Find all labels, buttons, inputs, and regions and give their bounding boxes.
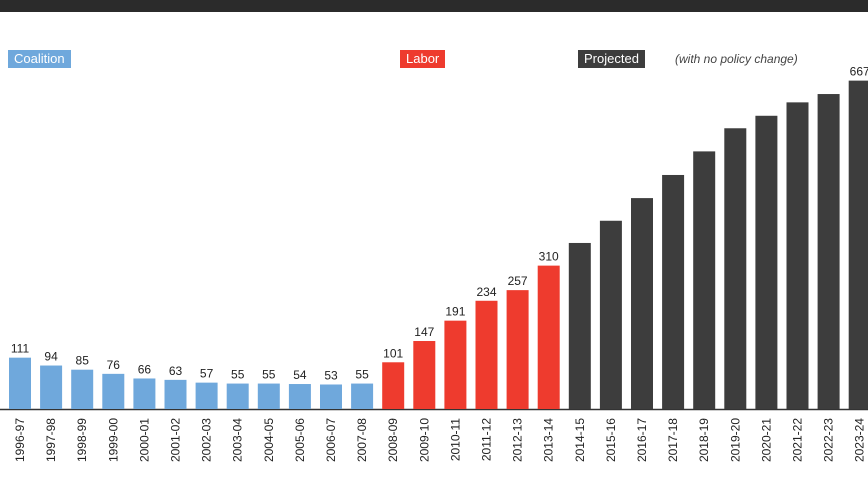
bar-2001-02 (164, 379, 187, 409)
bar-2006-07 (320, 384, 342, 409)
bar-1997-98 (40, 365, 63, 409)
bar-2010-11 (444, 320, 467, 409)
tick-label-2019-20: 2019-20 (728, 418, 742, 462)
bar-2014-15 (568, 242, 591, 409)
tick-label-2008-09: 2008-09 (386, 418, 400, 462)
legend-projected-note: (with no policy change) (675, 52, 798, 66)
data-label-2002-03: 57 (200, 367, 214, 381)
tick-label-2023-24: 2023-24 (853, 418, 867, 462)
tick-label-2015-16: 2015-16 (604, 418, 618, 462)
tick-label-2022-23: 2022-23 (822, 418, 836, 462)
data-label-1997-98: 94 (44, 350, 58, 364)
data-label-1996-97: 111 (11, 342, 30, 356)
tick-label-2016-17: 2016-17 (635, 418, 649, 462)
bar-2005-06 (288, 384, 311, 409)
top-bar (0, 0, 868, 12)
tick-label-2018-19: 2018-19 (697, 418, 711, 462)
data-label-2007-08: 55 (355, 368, 369, 382)
legend-labor: Labor (400, 50, 446, 68)
data-label-2004-05: 55 (262, 368, 276, 382)
bar-2007-08 (351, 383, 374, 409)
tick-label-2017-18: 2017-18 (666, 418, 680, 462)
tick-label-2004-05: 2004-05 (262, 418, 276, 462)
tick-label-2013-14: 2013-14 (542, 418, 556, 462)
tick-label-2011-12: 2011-12 (480, 418, 494, 461)
tick-label-2012-13: 2012-13 (511, 418, 525, 462)
data-label-2011-12: 234 (476, 285, 496, 299)
data-label-2000-01: 66 (138, 362, 152, 376)
bar-2013-14 (537, 265, 560, 409)
tick-label-2006-07: 2006-07 (324, 418, 338, 462)
tick-label-2002-03: 2002-03 (200, 418, 214, 462)
data-label-2023-24: 667 (850, 65, 868, 79)
data-label-2001-02: 63 (169, 364, 183, 378)
bar-1999-00 (102, 373, 125, 409)
tick-label-2003-04: 2003-04 (231, 418, 245, 462)
tick-label-2001-02: 2001-02 (169, 418, 183, 462)
bar-2015-16 (599, 220, 622, 409)
data-label-2006-07: 53 (324, 368, 338, 382)
bar-2017-18 (662, 174, 685, 409)
bar-2009-10 (413, 341, 436, 409)
bar-2002-03 (195, 382, 218, 409)
bar-2019-20 (724, 128, 747, 409)
data-label-2009-10: 147 (414, 325, 434, 339)
legend-projected: Projected (578, 50, 645, 68)
bar-2004-05 (257, 383, 280, 409)
bar-1998-99 (71, 369, 94, 409)
bar-2003-04 (226, 383, 249, 409)
data-label-2010-11: 191 (445, 305, 465, 319)
tick-label-2010-11: 2010-11 (448, 418, 462, 461)
bar-2020-21 (755, 115, 778, 410)
bar-2021-22 (786, 102, 809, 410)
data-label-1998-99: 85 (76, 354, 90, 368)
tick-label-1998-99: 1998-99 (75, 418, 89, 462)
tick-label-1997-98: 1997-98 (44, 418, 58, 462)
tick-label-2005-06: 2005-06 (293, 418, 307, 462)
data-label-2008-09: 101 (383, 346, 403, 360)
legend-coalition: Coalition (8, 50, 71, 68)
bar-2022-23 (817, 94, 840, 409)
bar-1996-97 (9, 357, 31, 409)
tick-label-2009-10: 2009-10 (417, 418, 431, 462)
tick-label-2007-08: 2007-08 (355, 418, 369, 462)
tick-label-2021-22: 2021-22 (791, 418, 805, 462)
bar-2000-01 (133, 378, 156, 409)
bar-2008-09 (382, 362, 405, 409)
data-label-2012-13: 257 (508, 274, 528, 288)
bar-2012-13 (506, 290, 529, 409)
tick-label-2014-15: 2014-15 (573, 418, 587, 462)
data-label-1999-00: 76 (107, 358, 121, 372)
tick-label-2000-01: 2000-01 (137, 418, 151, 462)
tick-label-2020-21: 2020-21 (759, 418, 773, 462)
bar-2011-12 (475, 300, 498, 409)
data-label-2013-14: 310 (539, 250, 559, 264)
tick-label-1999-00: 1999-00 (106, 418, 120, 462)
bar-2018-19 (693, 151, 716, 409)
data-label-2003-04: 55 (231, 368, 245, 382)
bar-2016-17 (631, 198, 653, 409)
tick-label-1996-97: 1996-97 (13, 418, 27, 462)
data-label-2005-06: 54 (293, 368, 307, 382)
bar-2023-24 (848, 80, 868, 409)
